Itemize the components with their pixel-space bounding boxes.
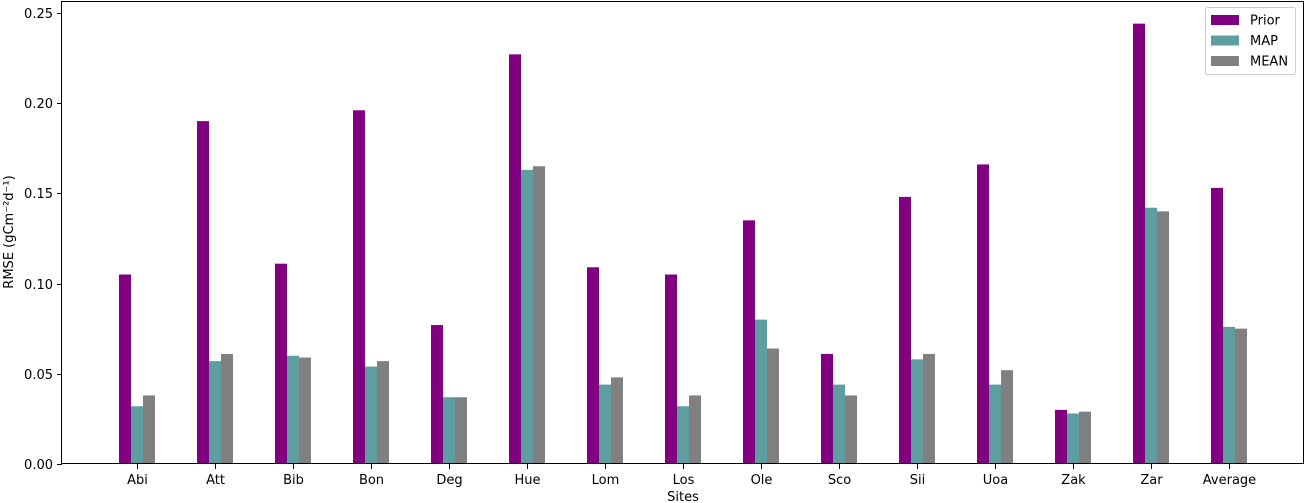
y-axis: 0.00 0.05 0.10 0.15 0.20 0.25 (24, 7, 62, 473)
bar-prior-zak (1055, 409, 1067, 464)
bar-map-abi (131, 406, 143, 464)
bar-prior-bon (353, 110, 365, 464)
bar-mean-los (689, 395, 701, 464)
x-axis-label: Sites (667, 490, 699, 503)
bar-prior-att (197, 121, 209, 464)
bar-map-ole (755, 319, 767, 464)
x-tick-label: Sii (910, 473, 925, 488)
bar-mean-bon (377, 361, 389, 464)
y-tick-label: 0.00 (24, 458, 53, 473)
x-axis: Abi Att Bib Bon Deg Hue Lom Los Ole Sco Sii Uoa Zak Z… (127, 464, 1256, 488)
bar-prior-uoa (977, 164, 989, 464)
bar-prior-los (665, 274, 677, 464)
x-tick-label: Ole (751, 473, 773, 488)
x-tick-label: Los (673, 473, 695, 488)
x-tick-label: Average (1203, 473, 1256, 488)
x-tick-label: Att (206, 473, 225, 488)
x-tick-label: Abi (127, 473, 148, 488)
bar-prior-deg (431, 325, 443, 464)
bar-map-hue (521, 169, 533, 464)
x-tick-label: Deg (436, 473, 462, 488)
legend-label-map: MAP (1250, 34, 1278, 49)
bar-prior-bib (275, 263, 287, 464)
legend-swatch-mean (1211, 56, 1239, 66)
y-tick-label: 0.25 (24, 7, 53, 22)
bar-mean-uoa (1001, 370, 1013, 464)
x-tick-label: Bon (359, 473, 384, 488)
bar-map-bon (365, 366, 377, 464)
x-tick-label: Zak (1061, 473, 1086, 488)
legend-swatch-prior (1211, 15, 1239, 25)
bar-mean-att (221, 353, 233, 464)
x-tick-label: Bib (283, 473, 304, 488)
y-tick-label: 0.10 (24, 278, 53, 293)
bar-map-zar (1145, 207, 1157, 464)
bar-mean-sco (845, 395, 857, 464)
legend-label-prior: Prior (1250, 14, 1281, 29)
bar-prior-zar (1133, 23, 1145, 464)
bar-mean-hue (533, 166, 545, 464)
legend-label-mean: MEAN (1250, 55, 1288, 70)
legend: Prior MAP MEAN (1205, 7, 1296, 75)
bar-map-sco (833, 384, 845, 464)
x-tick-label: Sco (828, 473, 851, 488)
bar-map-zak (1067, 413, 1079, 464)
bar-map-bib (287, 355, 299, 464)
bar-prior-hue (509, 54, 521, 464)
y-tick-label: 0.20 (24, 97, 53, 112)
bar-mean-zak (1079, 411, 1091, 464)
bar-map-average (1223, 326, 1235, 464)
x-tick-label: Zar (1140, 473, 1163, 488)
plot-frame (61, 1, 1304, 464)
bar-mean-zar (1157, 211, 1169, 464)
x-tick-label: Uoa (983, 473, 1008, 488)
bars-layer (119, 23, 1247, 464)
bar-map-lom (599, 384, 611, 464)
bar-mean-bib (299, 357, 311, 464)
bar-mean-average (1235, 328, 1247, 464)
y-tick-label: 0.15 (24, 187, 53, 202)
bar-prior-abi (119, 274, 131, 464)
bar-mean-sii (923, 353, 935, 464)
bar-mean-lom (611, 377, 623, 464)
legend-swatch-map (1211, 35, 1239, 46)
x-tick-label: Lom (592, 473, 620, 488)
y-axis-label: RMSE (gCm⁻²d⁻¹) (2, 175, 17, 288)
bar-prior-ole (743, 220, 755, 464)
bar-map-att (209, 361, 221, 464)
bar-prior-average (1211, 187, 1223, 464)
bar-map-deg (443, 397, 455, 464)
y-tick-label: 0.05 (24, 368, 53, 383)
x-tick-label: Hue (514, 473, 540, 488)
bar-prior-lom (587, 267, 599, 464)
bar-prior-sco (821, 353, 833, 464)
bar-mean-abi (143, 395, 155, 464)
bar-map-los (677, 406, 689, 464)
bar-map-uoa (989, 384, 1001, 464)
bar-map-sii (911, 359, 923, 464)
bar-mean-deg (455, 397, 467, 464)
bar-prior-sii (899, 196, 911, 464)
bar-mean-ole (767, 348, 779, 464)
